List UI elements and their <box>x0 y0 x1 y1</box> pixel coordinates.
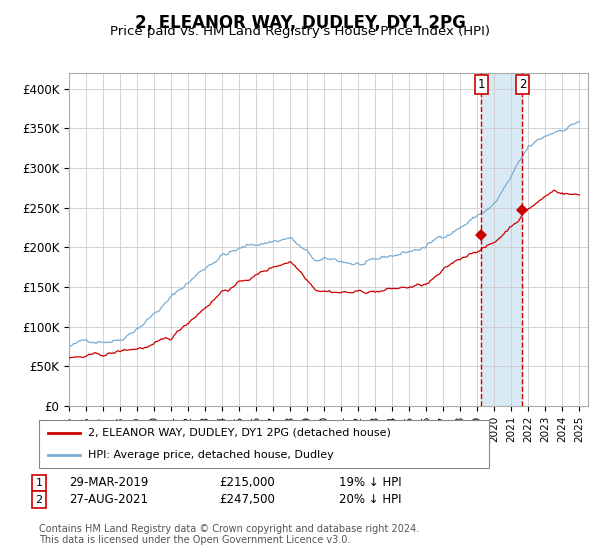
Text: 20% ↓ HPI: 20% ↓ HPI <box>339 493 401 506</box>
Text: 29-MAR-2019: 29-MAR-2019 <box>69 476 148 489</box>
Text: Price paid vs. HM Land Registry's House Price Index (HPI): Price paid vs. HM Land Registry's House … <box>110 25 490 38</box>
Text: 27-AUG-2021: 27-AUG-2021 <box>69 493 148 506</box>
Text: 2, ELEANOR WAY, DUDLEY, DY1 2PG: 2, ELEANOR WAY, DUDLEY, DY1 2PG <box>134 14 466 32</box>
Text: 19% ↓ HPI: 19% ↓ HPI <box>339 476 401 489</box>
Text: £215,000: £215,000 <box>219 476 275 489</box>
Text: £247,500: £247,500 <box>219 493 275 506</box>
Text: HPI: Average price, detached house, Dudley: HPI: Average price, detached house, Dudl… <box>89 450 334 460</box>
Text: 2: 2 <box>519 78 526 91</box>
Bar <box>481 73 523 406</box>
Text: 2: 2 <box>35 494 43 505</box>
Text: 1: 1 <box>478 78 485 91</box>
FancyBboxPatch shape <box>39 420 489 468</box>
Text: 1: 1 <box>35 478 43 488</box>
Text: 2, ELEANOR WAY, DUDLEY, DY1 2PG (detached house): 2, ELEANOR WAY, DUDLEY, DY1 2PG (detache… <box>89 428 391 438</box>
Text: Contains HM Land Registry data © Crown copyright and database right 2024.
This d: Contains HM Land Registry data © Crown c… <box>39 524 419 545</box>
